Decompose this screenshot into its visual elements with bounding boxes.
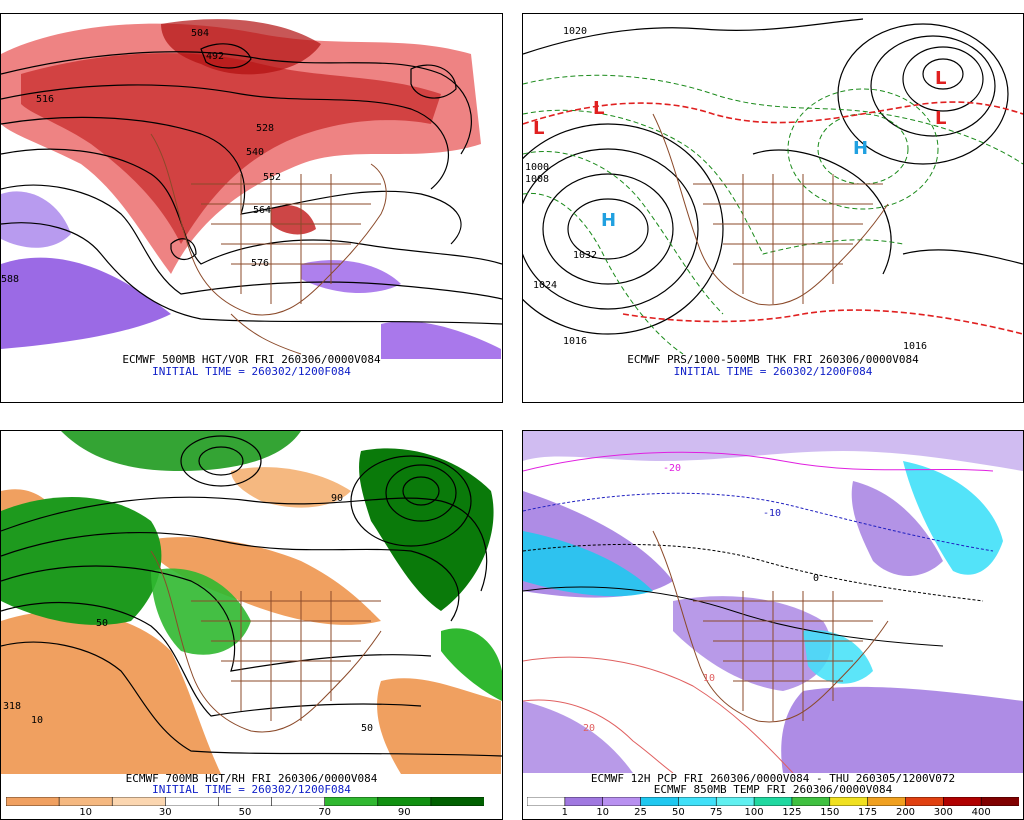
colorbar-swatch [218, 797, 273, 806]
contour-label: 576 [251, 258, 269, 269]
contour-label: 50 [361, 723, 373, 734]
contour-label: 10 [31, 715, 43, 726]
panel-prs-thk: H H L L L L 1032 1024 1016 1008 1000 102… [522, 13, 1024, 403]
contour-label: 90 [331, 493, 343, 504]
colorbar-tick-label: 75 [709, 807, 723, 818]
colorbar-tick-label: 125 [782, 807, 802, 818]
colorbar-tick-label: 90 [397, 807, 411, 818]
colorbar-swatch [980, 797, 1019, 806]
contour-label: 1020 [563, 26, 587, 37]
contour-label: 318 [3, 701, 21, 712]
colorbar-swatch [377, 797, 432, 806]
contour-label: -10 [763, 508, 781, 519]
contour-label: 516 [36, 94, 54, 105]
contour-label: -20 [663, 463, 681, 474]
colorbar-swatch [602, 797, 642, 806]
contour-label: 564 [253, 205, 271, 216]
colorbar-tick-label: 300 [933, 807, 953, 818]
panel-title: ECMWF 700MB HGT/RH FRI 260306/0000V084 [125, 772, 378, 785]
contour-label: 492 [206, 51, 224, 62]
contour-label: 504 [191, 28, 209, 39]
colorbar-tick-label: 150 [820, 807, 840, 818]
contour-label: 540 [246, 147, 264, 158]
map-500mb: 504 516 528 540 552 564 576 588 492 [1, 14, 502, 359]
contour-label: 10 [703, 673, 715, 684]
colorbar-swatch [753, 797, 793, 806]
contour-label: 528 [256, 123, 274, 134]
colorbar-swatch [324, 797, 379, 806]
contour-label: 1032 [573, 250, 597, 261]
colorbar-tick-label: 10 [596, 807, 610, 818]
high-pressure-label: H [601, 210, 616, 231]
panel-initial-time: INITIAL TIME = 260302/1200F084 [152, 783, 351, 796]
colorbar-swatch [111, 797, 167, 806]
panel-title: ECMWF 500MB HGT/VOR FRI 260306/0000V084 [122, 353, 381, 366]
colorbar-swatch [867, 797, 907, 806]
colorbar-swatch [527, 797, 566, 806]
rh-colorbar-ticks: 10 30 50 70 90 [6, 806, 484, 818]
colorbar-tick-label: 10 [79, 807, 93, 818]
contour-label: 1024 [533, 280, 557, 291]
colorbar-tick-label: 25 [634, 807, 647, 818]
colorbar-swatch [430, 797, 484, 806]
contour-label: 1016 [563, 336, 587, 347]
colorbar-swatch [905, 797, 945, 806]
panel-initial-time: INITIAL TIME = 260302/1200F084 [152, 365, 351, 378]
map-pcp: -20 -10 0 10 20 [523, 431, 1023, 773]
colorbar-tick-label: 30 [158, 807, 172, 818]
pcp-colorbar-ticks: 1 10 25 50 75 100 125 150 175 200 300 400 [527, 806, 1019, 818]
rh-colorbar: 10 30 50 70 90 [6, 797, 484, 819]
colorbar-tick-label: 175 [858, 807, 878, 818]
low-pressure-label: L [533, 118, 544, 139]
panel-initial-time: INITIAL TIME = 260302/1200F084 [673, 365, 873, 378]
colorbar-swatch [715, 797, 755, 806]
colorbar-swatch [271, 797, 326, 806]
colorbar-tick-label: 70 [318, 807, 332, 818]
colorbar-swatch [165, 797, 220, 806]
panel-subtitle: ECMWF 850MB TEMP FRI 260306/0000V084 [653, 783, 893, 796]
contour-label: 1000 [525, 162, 549, 173]
colorbar-tick-label: 50 [672, 807, 685, 818]
low-pressure-label: L [593, 98, 604, 119]
low-pressure-label: L [935, 108, 946, 129]
colorbar-swatch [58, 797, 114, 806]
panel-500mb-hgt-vor: 504 516 528 540 552 564 576 588 492 ECMW… [0, 13, 503, 403]
rh-colorbar-swatches [6, 797, 484, 806]
colorbar-swatch [6, 797, 60, 806]
map-700mb: 10 50 90 318 50 [1, 431, 502, 774]
contour-label: 1016 [903, 341, 927, 352]
colorbar-swatch [678, 797, 718, 806]
low-pressure-label: L [935, 68, 946, 89]
colorbar-tick-label: 200 [895, 807, 916, 818]
colorbar-swatch [640, 797, 680, 806]
panel-title: ECMWF 12H PCP FRI 260306/0000V084 - THU … [590, 772, 956, 785]
contour-label: 0 [813, 573, 819, 584]
contour-label: 20 [583, 723, 595, 734]
pcp-colorbar-swatches [527, 797, 1019, 806]
panel-700mb-hgt-rh: 10 50 90 318 50 ECMWF 700MB HGT/RH FRI 2… [0, 430, 503, 820]
contour-label: 1008 [525, 174, 549, 185]
colorbar-swatch [943, 797, 982, 806]
colorbar-tick-label: 50 [238, 807, 252, 818]
colorbar-tick-label: 100 [744, 807, 764, 818]
colorbar-swatch [829, 797, 869, 806]
colorbar-tick-label: 1 [561, 807, 568, 818]
colorbar-swatch [564, 797, 604, 806]
colorbar-swatch [791, 797, 831, 806]
panel-title: ECMWF PRS/1000-500MB THK FRI 260306/0000… [627, 353, 919, 366]
panel-12h-pcp-850-temp: -20 -10 0 10 20 ECMWF 12H PCP FRI 260306… [522, 430, 1024, 820]
colorbar-tick-label: 400 [971, 807, 991, 818]
map-prs-thk: H H L L L L 1032 1024 1016 1008 1000 102… [523, 14, 1023, 359]
contour-label: 552 [263, 172, 281, 183]
pcp-colorbar: 1 10 25 50 75 100 125 150 175 200 300 400 [527, 797, 1019, 819]
high-pressure-label: H [853, 138, 868, 159]
contour-label: 588 [1, 274, 19, 285]
contour-label: 50 [96, 618, 108, 629]
